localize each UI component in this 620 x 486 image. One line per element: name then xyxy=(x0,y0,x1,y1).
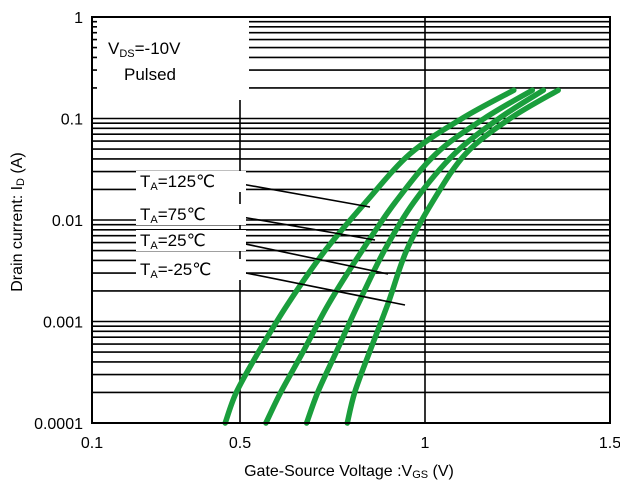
y-tick-label: 1 xyxy=(74,10,83,27)
series-label-0: TA=125℃ xyxy=(140,172,215,193)
conditions-box xyxy=(97,18,249,100)
condition-pulsed: Pulsed xyxy=(124,65,176,84)
y-tick-label: 0.0001 xyxy=(34,416,83,433)
leader-line-0 xyxy=(235,182,371,208)
series-label-1: TA=75℃ xyxy=(140,205,206,226)
series-label-3: TA=-25℃ xyxy=(140,260,211,281)
series-line-3 xyxy=(344,87,561,426)
leader-line-1 xyxy=(235,215,376,241)
leader-line-2 xyxy=(235,241,389,275)
series-label-bg xyxy=(136,171,246,192)
plot-border xyxy=(91,16,611,424)
series-label-bg xyxy=(136,230,246,251)
x-tick-label: 0.1 xyxy=(81,435,103,452)
series-layer xyxy=(222,87,561,426)
series-line-2 xyxy=(303,87,547,426)
leader-line-3 xyxy=(235,270,406,306)
series-label-bg xyxy=(136,259,246,280)
series-labels: TA=125℃ TA=75℃ TA=25℃ TA=-25℃ xyxy=(136,171,246,281)
y-tick-label: 0.001 xyxy=(43,315,83,332)
series-label-2: TA=25℃ xyxy=(140,231,206,252)
y-axis-title: Drain current: ID (A) xyxy=(9,152,27,292)
x-tick-label: 1 xyxy=(421,435,430,452)
x-axis-title: Gate-Source Voltage :VGS (V) xyxy=(244,463,454,481)
series-label-bg xyxy=(136,204,246,225)
x-tick-label: 0.5 xyxy=(229,435,251,452)
plot-frame xyxy=(91,16,611,424)
series-line-1 xyxy=(263,87,536,426)
label-leaders xyxy=(235,182,406,306)
x-tick-label: 1.5 xyxy=(599,435,620,452)
series-line-0 xyxy=(222,87,517,426)
y-tick-label: 0.1 xyxy=(61,112,83,129)
y-tick-label: 0.01 xyxy=(52,213,83,230)
tick-labels: 0.1 0.5 1 1.5 0.0001 0.001 0.01 0.1 1 xyxy=(34,10,620,452)
condition-vds: VDS=-10V xyxy=(108,39,181,60)
